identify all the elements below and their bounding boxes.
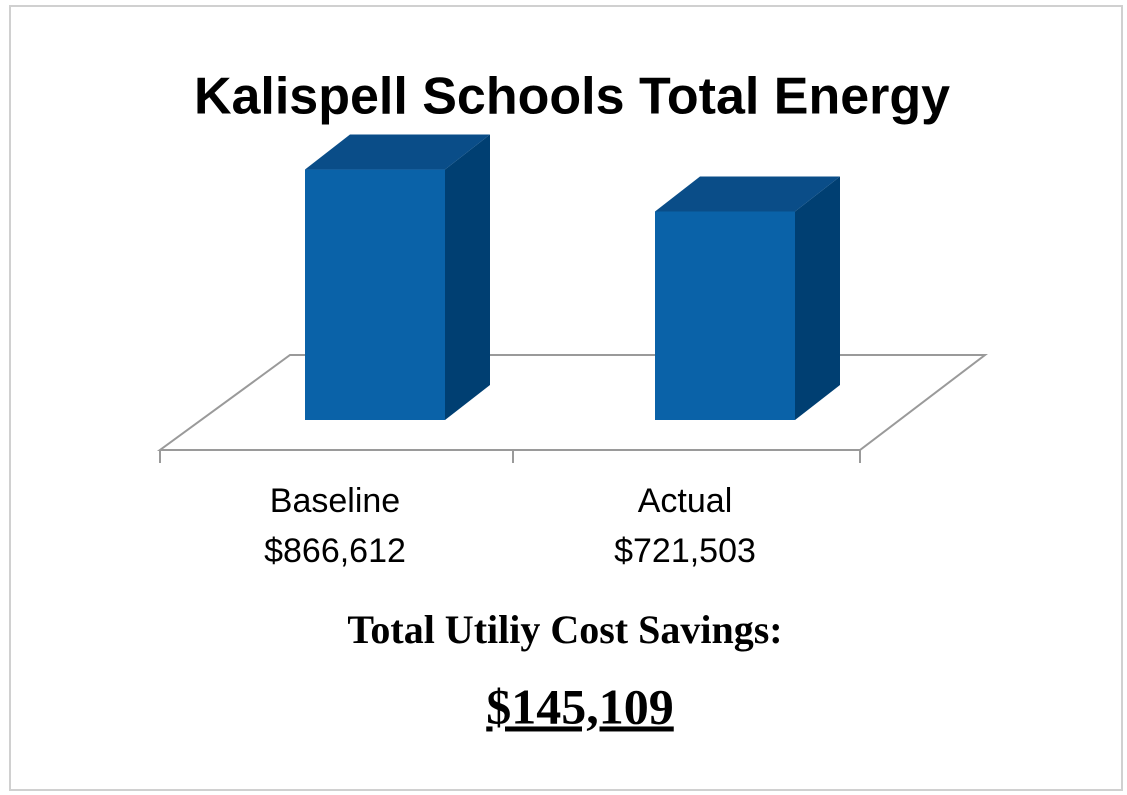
- value-label: $866,612: [264, 532, 406, 570]
- savings-label: Total Utiliy Cost Savings:: [347, 607, 782, 652]
- value-label: $721,503: [614, 532, 756, 570]
- bar-top: [305, 134, 490, 170]
- bar-side: [795, 176, 840, 420]
- bar-top: [655, 176, 840, 212]
- bar-side: [445, 134, 490, 420]
- category-label: Baseline: [270, 482, 400, 520]
- bar: [305, 169, 445, 420]
- bar: [655, 211, 795, 420]
- floor: [156, 354, 988, 451]
- chart-title: Kalispell Schools Total Energy: [194, 68, 950, 126]
- category-label: Actual: [638, 482, 733, 520]
- savings-value: $145,109: [486, 678, 674, 734]
